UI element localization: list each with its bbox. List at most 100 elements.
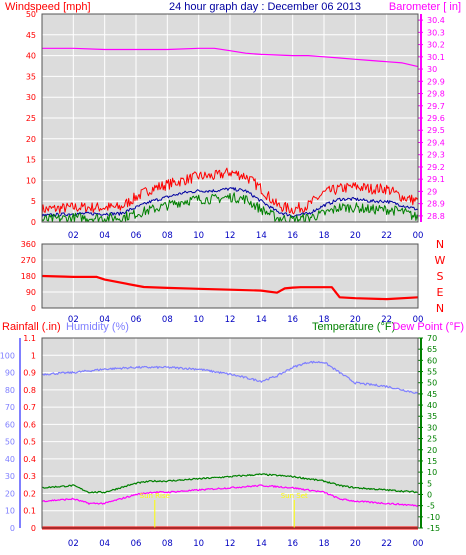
humidity-tick-label: 20: [5, 489, 15, 498]
x-tick-label: 04: [99, 315, 110, 325]
avg-series-line: [41, 187, 419, 218]
x-tick-label: 08: [162, 231, 173, 241]
humidity-tick-label: 30: [5, 472, 15, 481]
barometer-tick-label: 30.4: [427, 16, 445, 25]
temp-tick-label: 0: [427, 490, 432, 499]
wind-y-tick-label: 5: [31, 197, 36, 206]
temp-tick-label: 30: [427, 423, 437, 432]
humidity-tick-label: 50: [5, 438, 15, 447]
x-tick-label: 20: [350, 315, 361, 325]
rain-tick-label: 0.1: [23, 507, 36, 516]
x-tick-label: 00: [413, 539, 424, 549]
x-tick-label: 22: [381, 231, 392, 241]
x-tick-label: 18: [319, 231, 330, 241]
x-tick-label: 04: [99, 539, 110, 549]
humidity-series-line: [41, 360, 419, 394]
direction-plot-frame: [41, 243, 419, 309]
rain-tick-label: 0.6: [23, 420, 36, 429]
dewpoint-title: Dew Point (°F): [392, 321, 464, 333]
rain-tick-label: 0.2: [23, 489, 36, 498]
barometer-tick-label: 29.6: [427, 114, 445, 123]
rain-tick-label: 0.5: [23, 438, 36, 447]
x-tick-label: 16: [287, 315, 298, 325]
x-tick-label: 06: [131, 539, 142, 549]
x-tick-label: 10: [193, 539, 204, 549]
x-tick-label: 16: [287, 231, 298, 241]
direction-series-line: [41, 274, 419, 301]
x-tick-label: 14: [256, 231, 267, 241]
gust-series-line: [41, 167, 419, 215]
wind-y-tick-label: 45: [26, 31, 36, 40]
rain-tick-label: 1.1: [23, 334, 36, 343]
humidity-tick-label: 0: [10, 524, 15, 533]
barometer-tick-label: 29.1: [427, 175, 445, 184]
compass-label: E: [437, 286, 444, 299]
barometer-tick-label: 30.1: [427, 53, 445, 62]
x-tick-label: 08: [162, 315, 173, 325]
sunrise-label: Sun Rise: [140, 492, 170, 500]
x-tick-label: 14: [256, 315, 267, 325]
compass-label: W: [435, 254, 446, 267]
temperature-title: Temperature (°F): [312, 321, 395, 333]
wind-plot-frame: [41, 13, 419, 223]
temp-tick-label: 15: [427, 457, 437, 466]
x-tick-label: 00: [413, 315, 424, 325]
barometer-tick-label: 28.9: [427, 200, 445, 209]
x-tick-label: 06: [131, 231, 142, 241]
x-tick-label: 12: [225, 231, 236, 241]
x-tick-label: 16: [287, 539, 298, 549]
temp-tick-label: 10: [427, 468, 437, 477]
baro-series-line: [42, 47, 419, 68]
temp-tick-label: -10: [427, 513, 440, 522]
temp-tick-label: 60: [427, 356, 437, 365]
chart-title: 24 hour graph day : December 06 2013: [169, 1, 361, 13]
temp-tick-label: 55: [427, 368, 437, 377]
rain-tick-label: 0.8: [23, 386, 36, 395]
humidity-tick-label: 80: [5, 386, 15, 395]
barometer-tick-label: 29.8: [427, 90, 445, 99]
rain-tick-label: 1: [31, 351, 36, 360]
x-tick-label: 12: [225, 315, 236, 325]
temperature-series-line: [41, 473, 418, 494]
compass-label: N: [436, 302, 444, 315]
temp-tick-label: 25: [427, 435, 437, 444]
x-tick-label: 00: [413, 231, 424, 241]
wind-y-tick-label: 15: [26, 156, 36, 165]
sunset-label: Sun Set: [281, 492, 308, 500]
humidity-tick-label: 10: [5, 507, 15, 516]
x-tick-label: 20: [350, 231, 361, 241]
x-tick-label: 04: [99, 231, 110, 241]
rain-tick-label: 0.9: [23, 369, 36, 378]
direction-y-tick-label: 360: [21, 240, 36, 249]
temp-tick-label: -5: [427, 502, 435, 511]
barometer-tick-label: 29: [427, 187, 437, 196]
x-tick-label: 02: [68, 315, 79, 325]
temp-tick-label: 20: [427, 446, 437, 455]
barometer-tick-label: 30: [427, 65, 437, 74]
barometer-tick-label: 29.7: [427, 102, 445, 111]
compass-label: S: [437, 270, 444, 283]
humidity-tick-label: 100: [0, 351, 15, 360]
wind-y-tick-label: 25: [26, 114, 36, 123]
barometer-title: Barometer [ in]: [389, 1, 461, 13]
temp-tick-label: 50: [427, 379, 437, 388]
barometer-tick-label: 30.2: [427, 41, 445, 50]
x-tick-label: 22: [381, 539, 392, 549]
wind-y-tick-label: 40: [26, 52, 36, 61]
direction-y-tick-label: 90: [26, 288, 36, 297]
barometer-tick-label: 29.3: [427, 151, 445, 160]
wind-title: Windspeed [mph]: [5, 1, 91, 13]
temp-tick-label: 35: [427, 412, 437, 421]
rain-tick-label: 0.7: [23, 403, 36, 412]
x-tick-label: 20: [350, 539, 361, 549]
humidity-tick-label: 60: [5, 420, 15, 429]
temp-tick-label: 65: [427, 345, 437, 354]
temp-tick-label: 40: [427, 401, 437, 410]
temp-tick-label: 5: [427, 479, 432, 488]
barometer-tick-label: 29.2: [427, 163, 445, 172]
x-tick-label: 18: [319, 315, 330, 325]
temp-tick-label: 70: [427, 334, 437, 343]
rain-tick-label: 0.3: [23, 472, 36, 481]
barometer-tick-label: 29.4: [427, 138, 445, 147]
